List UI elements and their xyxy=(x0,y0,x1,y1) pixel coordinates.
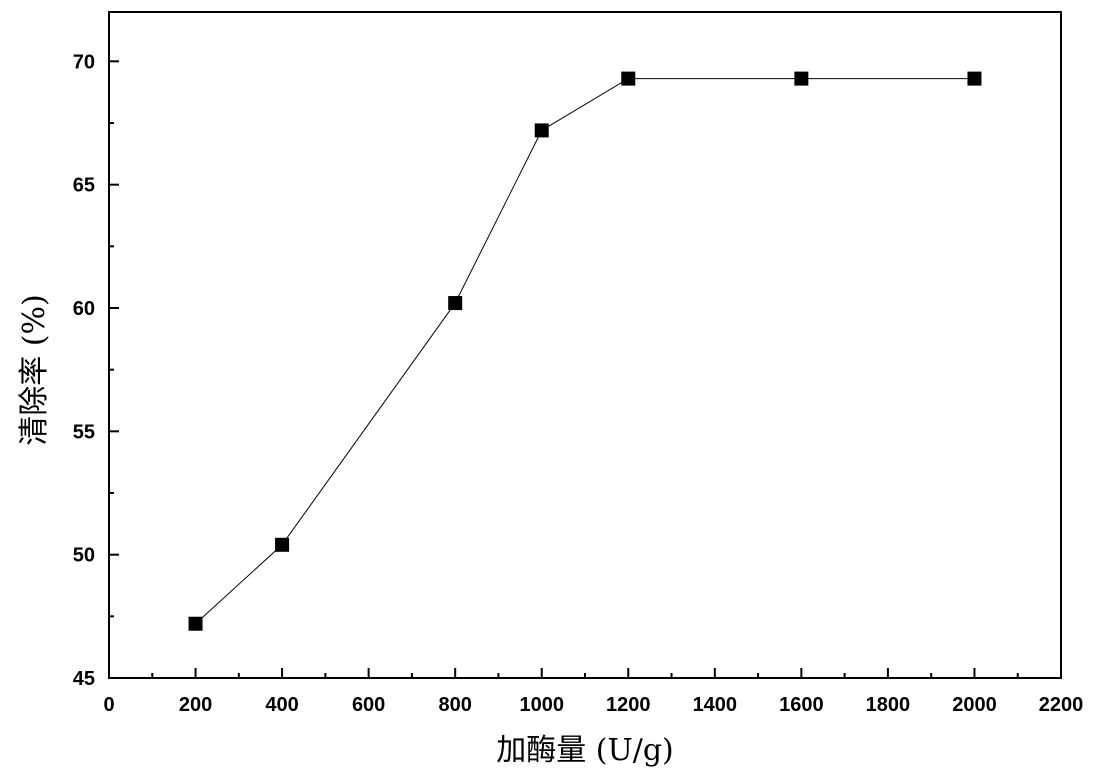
plot-frame xyxy=(108,11,1062,679)
x-tick-label: 200 xyxy=(179,694,212,716)
x-axis-title: 加酶量 (U/g) xyxy=(496,733,674,768)
y-tick-label: 45 xyxy=(73,668,95,690)
x-tick-labels: 0 200 400 600 800 1000 1200 1400 1600 1800 2000 220… xyxy=(103,694,1083,716)
x-tick-label: 1800 xyxy=(866,694,911,716)
data-point-marker xyxy=(621,71,636,86)
x-tick-label: 400 xyxy=(265,694,298,716)
y-axis-title: 清除率 (%) xyxy=(17,294,52,445)
data-point-marker xyxy=(794,71,809,86)
data-point-marker xyxy=(448,296,463,311)
x-tick-label: 0 xyxy=(103,694,114,716)
x-tick-label: 800 xyxy=(438,694,471,716)
data-point-marker xyxy=(967,71,982,86)
x-tick-label: 1000 xyxy=(519,694,564,716)
y-tick-labels: 45 50 55 60 65 70 xyxy=(73,51,95,690)
y-tick-label: 60 xyxy=(73,298,95,320)
y-tick-label: 70 xyxy=(73,51,95,73)
x-tick-label: 600 xyxy=(352,694,385,716)
y-tick-label: 50 xyxy=(73,545,95,567)
data-point-marker xyxy=(275,537,290,552)
x-tick-label: 1400 xyxy=(693,694,738,716)
data-point-marker xyxy=(188,616,203,631)
series-line xyxy=(195,78,975,625)
x-tick-label: 2000 xyxy=(952,694,997,716)
series xyxy=(188,71,982,631)
y-tick-label: 65 xyxy=(73,175,95,197)
y-tick-label: 55 xyxy=(73,421,95,443)
x-tick-label: 1200 xyxy=(606,694,651,716)
x-tick-label: 2200 xyxy=(1039,694,1084,716)
axis-ticks xyxy=(108,60,1062,679)
x-tick-label: 1600 xyxy=(779,694,824,716)
data-point-marker xyxy=(534,123,549,138)
